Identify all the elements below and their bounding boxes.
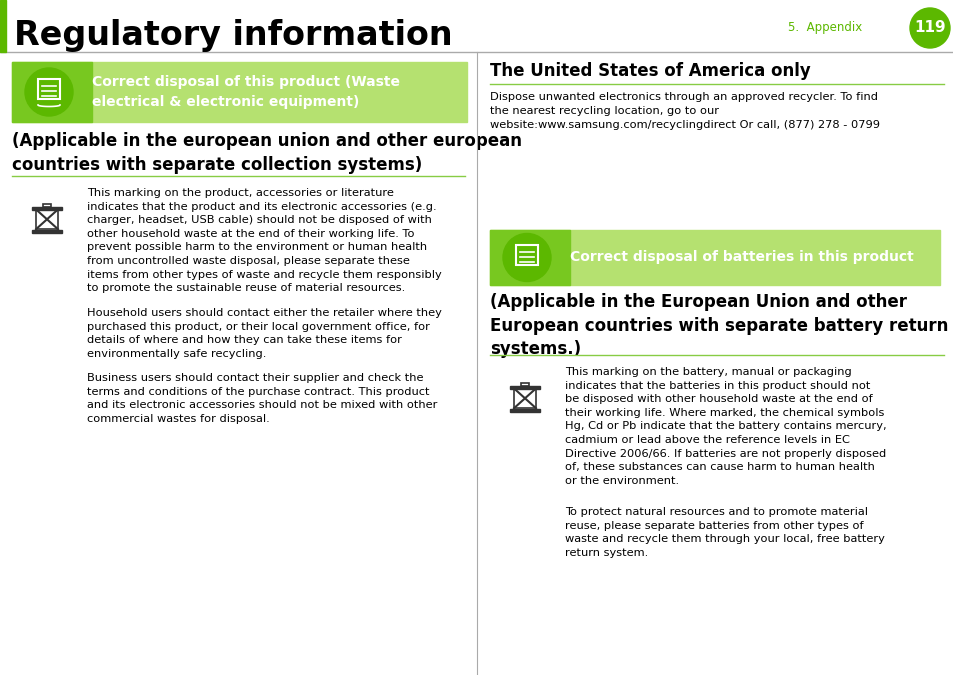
- Bar: [490, 230, 939, 285]
- Text: Correct disposal of this product (Waste
electrical & electronic equipment): Correct disposal of this product (Waste …: [91, 75, 399, 109]
- Text: 5.  Appendix: 5. Appendix: [787, 22, 862, 34]
- Bar: [509, 409, 539, 412]
- Bar: [12, 62, 91, 122]
- Text: This marking on the battery, manual or packaging
indicates that the batteries in: This marking on the battery, manual or p…: [564, 367, 885, 486]
- Circle shape: [25, 68, 73, 116]
- Text: (Applicable in the European Union and other
European countries with separate bat: (Applicable in the European Union and ot…: [490, 293, 947, 358]
- Bar: [490, 230, 569, 285]
- Text: Regulatory information: Regulatory information: [14, 20, 452, 53]
- Text: 119: 119: [913, 20, 944, 36]
- Circle shape: [502, 234, 551, 281]
- Text: The United States of America only: The United States of America only: [490, 62, 810, 80]
- Text: This marking on the product, accessories or literature
indicates that the produc: This marking on the product, accessories…: [87, 188, 441, 293]
- Text: Business users should contact their supplier and check the
terms and conditions : Business users should contact their supp…: [87, 373, 436, 424]
- Bar: [31, 230, 62, 233]
- Bar: [31, 207, 62, 210]
- Bar: [509, 386, 539, 389]
- Bar: [12, 62, 467, 122]
- Bar: [0, 0, 953, 52]
- Circle shape: [909, 8, 949, 48]
- Bar: [0, 0, 6, 52]
- Text: Correct disposal of batteries in this product: Correct disposal of batteries in this pr…: [569, 250, 913, 265]
- Text: To protect natural resources and to promote material
reuse, please separate batt: To protect natural resources and to prom…: [564, 507, 884, 558]
- Text: (Applicable in the european union and other european
countries with separate col: (Applicable in the european union and ot…: [12, 132, 521, 173]
- Text: Dispose unwanted electronics through an approved recycler. To find
the nearest r: Dispose unwanted electronics through an …: [490, 92, 879, 130]
- Text: Household users should contact either the retailer where they
purchased this pro: Household users should contact either th…: [87, 308, 441, 359]
